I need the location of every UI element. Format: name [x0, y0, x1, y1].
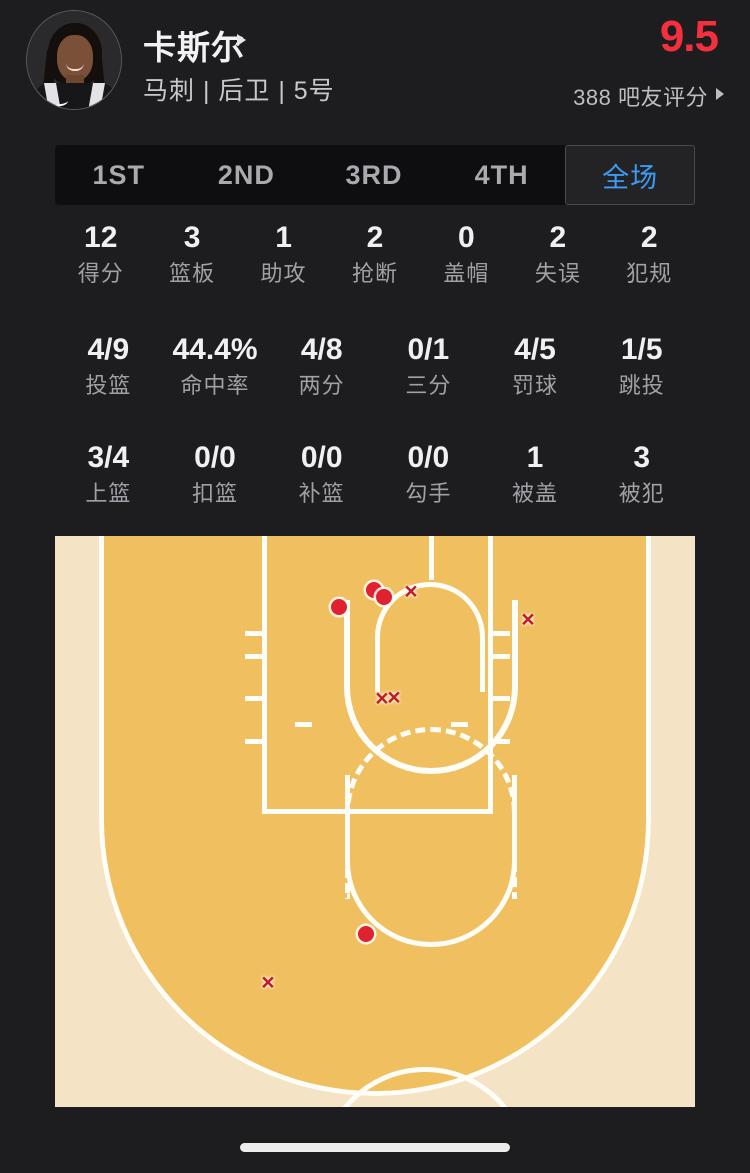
player-meta: 马刺 | 后卫 | 5号	[143, 77, 335, 105]
stat-label: 投篮	[85, 373, 132, 398]
stat-value: 0/0	[300, 441, 343, 474]
stat-value: 0/0	[407, 441, 450, 474]
stat-value: 2	[549, 221, 567, 254]
stat-dunks: 0/0 扣篮	[162, 438, 269, 510]
shot-marker-made[interactable]	[376, 589, 392, 605]
stat-value: 1	[275, 221, 292, 254]
stat-fouls: 2 犯规	[604, 218, 695, 290]
player-name[interactable]: 卡斯尔	[143, 29, 245, 66]
lane-notch-mark	[451, 722, 468, 727]
stat-blocks: 0 盖帽	[421, 218, 512, 290]
stat-value: 1	[526, 441, 544, 474]
period-tab-bar[interactable]: 1ST 2ND 3RD 4TH 全场	[55, 145, 695, 205]
lane-hash-mark	[493, 739, 510, 744]
stat-value: 1/5	[620, 333, 663, 366]
stat-points: 12 得分	[55, 218, 146, 290]
lane-hash-mark	[245, 654, 262, 659]
tab-1st[interactable]: 1ST	[92, 159, 146, 190]
stat-label: 命中率	[180, 373, 250, 398]
stat-fouls-drawn: 3 被犯	[588, 438, 695, 510]
backboard-stem	[429, 536, 434, 580]
stat-row-shooting: 4/9 投篮 44.4% 命中率 4/8 两分 0/1 三分 4/5 罚球 1/…	[55, 330, 695, 402]
player-header: 卡斯尔 马刺 | 后卫 | 5号 9.5 388 吧友评分	[0, 0, 750, 130]
stat-label: 抢断	[351, 261, 398, 286]
lane-hash-mark	[245, 739, 262, 744]
stat-label: 补篮	[298, 481, 345, 506]
stat-three-pointers: 0/1 三分	[375, 330, 482, 402]
stat-row-shot-types: 3/4 上篮 0/0 扣篮 0/0 补篮 0/0 勾手 1 被盖 3 被犯	[55, 438, 695, 510]
stat-label: 犯规	[626, 261, 673, 286]
lane-hash-mark	[245, 631, 262, 636]
shot-marker-missed[interactable]: ×	[261, 969, 275, 995]
stat-value: 3	[183, 221, 201, 254]
tab-2nd[interactable]: 2ND	[217, 159, 275, 190]
stat-label: 盖帽	[443, 261, 490, 286]
stat-label: 勾手	[405, 481, 452, 506]
stat-label: 被盖	[512, 481, 559, 506]
tab-3rd[interactable]: 3RD	[345, 159, 403, 190]
rating-score: 9.5	[659, 12, 719, 61]
stat-label: 扣篮	[192, 481, 239, 506]
stat-value: 4/8	[300, 333, 343, 366]
stat-jump-shots: 1/5 跳投	[588, 330, 695, 402]
stat-value: 0/1	[407, 333, 450, 366]
stat-label: 两分	[298, 373, 345, 398]
stat-value: 4/9	[87, 333, 130, 366]
stat-assists: 1 助攻	[238, 218, 329, 290]
avatar[interactable]	[26, 10, 122, 110]
lane-hash-mark	[493, 631, 510, 636]
stat-layups: 3/4 上篮	[55, 438, 162, 510]
player-headshot-image	[27, 11, 121, 109]
shot-chart-court[interactable]: × × × × ×	[55, 536, 695, 1107]
lane-hash-mark	[493, 696, 510, 701]
stat-two-pointers: 4/8 两分	[268, 330, 375, 402]
lane-hash-mark	[245, 696, 262, 701]
shot-marker-made[interactable]	[358, 926, 374, 942]
stat-fg-percent: 44.4% 命中率	[162, 330, 269, 402]
shot-marker-missed[interactable]: ×	[387, 684, 401, 710]
stat-value: 2	[640, 221, 658, 254]
stat-label: 跳投	[618, 373, 665, 398]
stat-label: 篮板	[169, 261, 216, 286]
lane-notch-mark	[295, 722, 312, 727]
stat-steals: 2 抢断	[329, 218, 420, 290]
caret-right-icon[interactable]	[237, 34, 246, 46]
tab-4th[interactable]: 4TH	[474, 159, 529, 190]
stat-row-basic: 12 得分 3 篮板 1 助攻 2 抢断 0 盖帽 2 失误 2 犯规	[55, 218, 695, 290]
shot-marker-missed[interactable]: ×	[375, 685, 389, 711]
stat-value: 0	[458, 221, 475, 254]
stat-rebounds: 3 篮板	[146, 218, 237, 290]
stat-value: 3/4	[87, 441, 130, 474]
stat-label: 三分	[405, 373, 452, 398]
stat-free-throws: 4/5 罚球	[482, 330, 589, 402]
stat-field-goals: 4/9 投篮	[55, 330, 162, 402]
stat-value: 44.4%	[172, 333, 258, 366]
lane-hash-mark	[493, 654, 510, 659]
stat-label: 罚球	[512, 373, 559, 398]
stat-label: 被犯	[618, 481, 665, 506]
stat-label: 助攻	[260, 261, 307, 286]
free-throw-circle-solid	[345, 775, 517, 947]
stat-value: 3	[633, 441, 651, 474]
home-indicator[interactable]	[240, 1143, 510, 1152]
stat-value: 12	[84, 221, 118, 254]
stat-hook-shots: 0/0 勾手	[375, 438, 482, 510]
stat-turnovers: 2 失误	[512, 218, 603, 290]
stat-value: 0/0	[194, 441, 236, 474]
tab-full-game[interactable]: 全场	[565, 145, 695, 205]
stat-value: 4/5	[514, 333, 556, 366]
stat-putbacks: 0/0 补篮	[268, 438, 375, 510]
caret-right-icon[interactable]	[716, 88, 724, 100]
stat-value: 2	[366, 221, 384, 254]
stat-label: 得分	[77, 261, 124, 286]
stat-label: 上篮	[85, 481, 132, 506]
stat-label: 失误	[534, 261, 581, 286]
stat-shots-blocked: 1 被盖	[482, 438, 589, 510]
shot-marker-made[interactable]	[331, 599, 347, 615]
rating-count[interactable]: 388 吧友评分	[573, 85, 708, 110]
shot-marker-missed[interactable]: ×	[404, 578, 418, 604]
shot-marker-missed[interactable]: ×	[521, 606, 535, 632]
